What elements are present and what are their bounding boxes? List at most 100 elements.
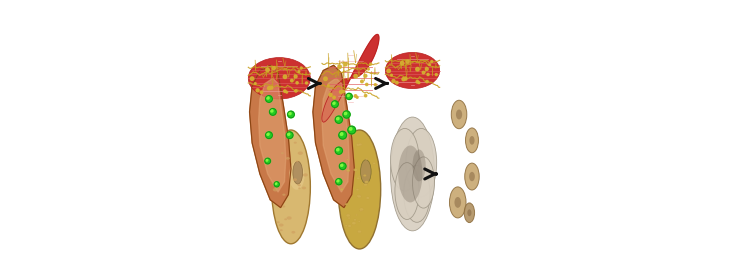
Circle shape bbox=[290, 79, 293, 82]
Circle shape bbox=[416, 81, 419, 83]
Ellipse shape bbox=[284, 218, 287, 220]
Ellipse shape bbox=[302, 186, 306, 189]
Ellipse shape bbox=[303, 173, 307, 177]
Ellipse shape bbox=[361, 160, 371, 184]
Circle shape bbox=[374, 84, 376, 86]
Circle shape bbox=[286, 132, 293, 139]
Polygon shape bbox=[322, 35, 379, 122]
Ellipse shape bbox=[280, 152, 284, 154]
Ellipse shape bbox=[406, 128, 436, 197]
Circle shape bbox=[344, 112, 346, 115]
Circle shape bbox=[298, 71, 300, 73]
Circle shape bbox=[368, 68, 369, 70]
Ellipse shape bbox=[360, 210, 362, 212]
Ellipse shape bbox=[298, 187, 301, 189]
Circle shape bbox=[272, 67, 275, 70]
Ellipse shape bbox=[364, 181, 369, 184]
Ellipse shape bbox=[346, 159, 349, 160]
Circle shape bbox=[335, 116, 343, 123]
Circle shape bbox=[429, 64, 430, 66]
Ellipse shape bbox=[348, 217, 350, 219]
Circle shape bbox=[266, 68, 269, 72]
Ellipse shape bbox=[356, 214, 358, 216]
Circle shape bbox=[266, 159, 268, 161]
Circle shape bbox=[416, 67, 419, 71]
Circle shape bbox=[370, 63, 371, 65]
Circle shape bbox=[284, 75, 286, 79]
Circle shape bbox=[305, 82, 308, 84]
Ellipse shape bbox=[358, 176, 360, 177]
Circle shape bbox=[422, 71, 424, 74]
Circle shape bbox=[267, 97, 269, 99]
Ellipse shape bbox=[286, 216, 292, 220]
Ellipse shape bbox=[464, 203, 475, 223]
Circle shape bbox=[260, 91, 262, 93]
Circle shape bbox=[337, 148, 339, 151]
Circle shape bbox=[435, 74, 437, 76]
Ellipse shape bbox=[298, 184, 301, 186]
Ellipse shape bbox=[358, 143, 362, 146]
Ellipse shape bbox=[454, 197, 461, 208]
Ellipse shape bbox=[294, 142, 297, 144]
Ellipse shape bbox=[280, 229, 283, 231]
Circle shape bbox=[337, 117, 339, 120]
Circle shape bbox=[340, 90, 343, 93]
Ellipse shape bbox=[248, 57, 310, 99]
Circle shape bbox=[337, 180, 339, 182]
Ellipse shape bbox=[345, 225, 347, 226]
Ellipse shape bbox=[358, 221, 360, 222]
Ellipse shape bbox=[398, 146, 422, 203]
Ellipse shape bbox=[272, 130, 310, 244]
Circle shape bbox=[427, 73, 429, 76]
Circle shape bbox=[270, 87, 273, 89]
Circle shape bbox=[333, 96, 335, 99]
Ellipse shape bbox=[467, 209, 472, 216]
Circle shape bbox=[271, 110, 273, 112]
Circle shape bbox=[426, 80, 428, 83]
Ellipse shape bbox=[363, 174, 366, 177]
Circle shape bbox=[251, 77, 254, 80]
Circle shape bbox=[275, 183, 277, 184]
Ellipse shape bbox=[359, 208, 364, 211]
Ellipse shape bbox=[358, 230, 362, 233]
Ellipse shape bbox=[340, 188, 344, 190]
Circle shape bbox=[348, 126, 355, 134]
Ellipse shape bbox=[348, 225, 351, 227]
Ellipse shape bbox=[404, 165, 430, 222]
Ellipse shape bbox=[452, 100, 466, 129]
Circle shape bbox=[266, 132, 272, 139]
Ellipse shape bbox=[293, 161, 302, 184]
Circle shape bbox=[340, 133, 343, 135]
Ellipse shape bbox=[292, 178, 297, 181]
Circle shape bbox=[286, 91, 287, 93]
Circle shape bbox=[354, 74, 358, 78]
Polygon shape bbox=[250, 65, 291, 207]
Circle shape bbox=[391, 74, 392, 76]
Circle shape bbox=[339, 163, 346, 170]
Circle shape bbox=[387, 69, 391, 73]
Circle shape bbox=[254, 83, 257, 84]
Circle shape bbox=[274, 182, 279, 187]
Ellipse shape bbox=[282, 194, 286, 196]
Circle shape bbox=[406, 60, 410, 63]
Ellipse shape bbox=[413, 150, 426, 181]
Ellipse shape bbox=[386, 53, 439, 89]
Ellipse shape bbox=[354, 219, 356, 221]
Circle shape bbox=[346, 93, 352, 100]
Ellipse shape bbox=[346, 214, 350, 217]
Circle shape bbox=[329, 93, 332, 96]
Ellipse shape bbox=[365, 158, 368, 160]
Circle shape bbox=[284, 90, 286, 92]
Ellipse shape bbox=[346, 169, 350, 172]
Circle shape bbox=[400, 61, 404, 65]
Circle shape bbox=[347, 94, 350, 96]
Circle shape bbox=[300, 67, 302, 69]
Circle shape bbox=[324, 77, 327, 81]
Ellipse shape bbox=[296, 161, 298, 162]
Polygon shape bbox=[322, 78, 350, 192]
Ellipse shape bbox=[466, 128, 478, 153]
Circle shape bbox=[430, 61, 433, 62]
Ellipse shape bbox=[449, 187, 466, 218]
Circle shape bbox=[289, 112, 291, 115]
Circle shape bbox=[392, 80, 395, 83]
